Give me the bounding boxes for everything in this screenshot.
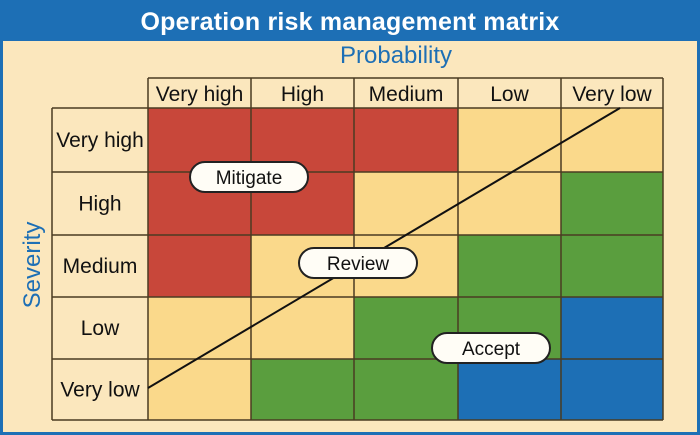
matrix-cell-2-3-review <box>354 172 458 235</box>
probability-axis-title: Probability <box>340 42 453 69</box>
accept-label-text: Accept <box>462 339 521 360</box>
severity-header-column <box>52 108 148 420</box>
matrix-cell-5-5-accept-blue <box>561 359 663 420</box>
mitigate-label-pill <box>189 161 309 193</box>
matrix-cell-3-1-mitigate <box>148 235 251 297</box>
probability-header-very-low: Very low <box>572 83 652 106</box>
probability-header-high: High <box>281 83 324 106</box>
matrix-cell-2-5-accept-green <box>561 172 663 235</box>
matrix-cell-1-4-review <box>458 108 561 172</box>
probability-header-low: Low <box>490 83 529 106</box>
mitigate-zone-label: Mitigate <box>189 161 309 193</box>
matrix-cell-1-3-mitigate <box>354 108 458 172</box>
matrix-cell-5-3-accept-green <box>354 359 458 420</box>
matrix-cell-4-1-review <box>148 297 251 359</box>
probability-header-medium: Medium <box>369 83 444 106</box>
probability-header-row <box>148 78 663 108</box>
page-title: Operation risk management matrix <box>3 3 697 41</box>
accept-zone-label: Accept <box>431 332 551 364</box>
severity-header-very-high: Very high <box>56 129 144 152</box>
severity-header-medium: Medium <box>63 255 138 278</box>
review-zone-label: Review <box>298 247 418 279</box>
matrix-cell-4-5-accept-blue <box>561 297 663 359</box>
probability-header-very-high: Very high <box>156 83 244 106</box>
severity-header-very-low: Very low <box>60 379 140 402</box>
matrix-cell-3-4-accept-green <box>458 235 561 297</box>
matrix-cell-5-4-accept-blue <box>458 359 561 420</box>
matrix-cell-3-5-accept-green <box>561 235 663 297</box>
matrix-cell-5-2-accept-green <box>251 359 354 420</box>
severity-header-low: Low <box>81 317 120 340</box>
mitigate-label-text: Mitigate <box>216 168 283 189</box>
accept-label-pill <box>431 332 551 364</box>
review-label-pill <box>298 247 418 279</box>
matrix-cell-5-1-review <box>148 359 251 420</box>
matrix-cell-4-2-review <box>251 297 354 359</box>
matrix-cell-1-5-review <box>561 108 663 172</box>
severity-header-high: High <box>78 193 121 216</box>
review-label-text: Review <box>327 254 390 275</box>
matrix-cell-2-4-review <box>458 172 561 235</box>
